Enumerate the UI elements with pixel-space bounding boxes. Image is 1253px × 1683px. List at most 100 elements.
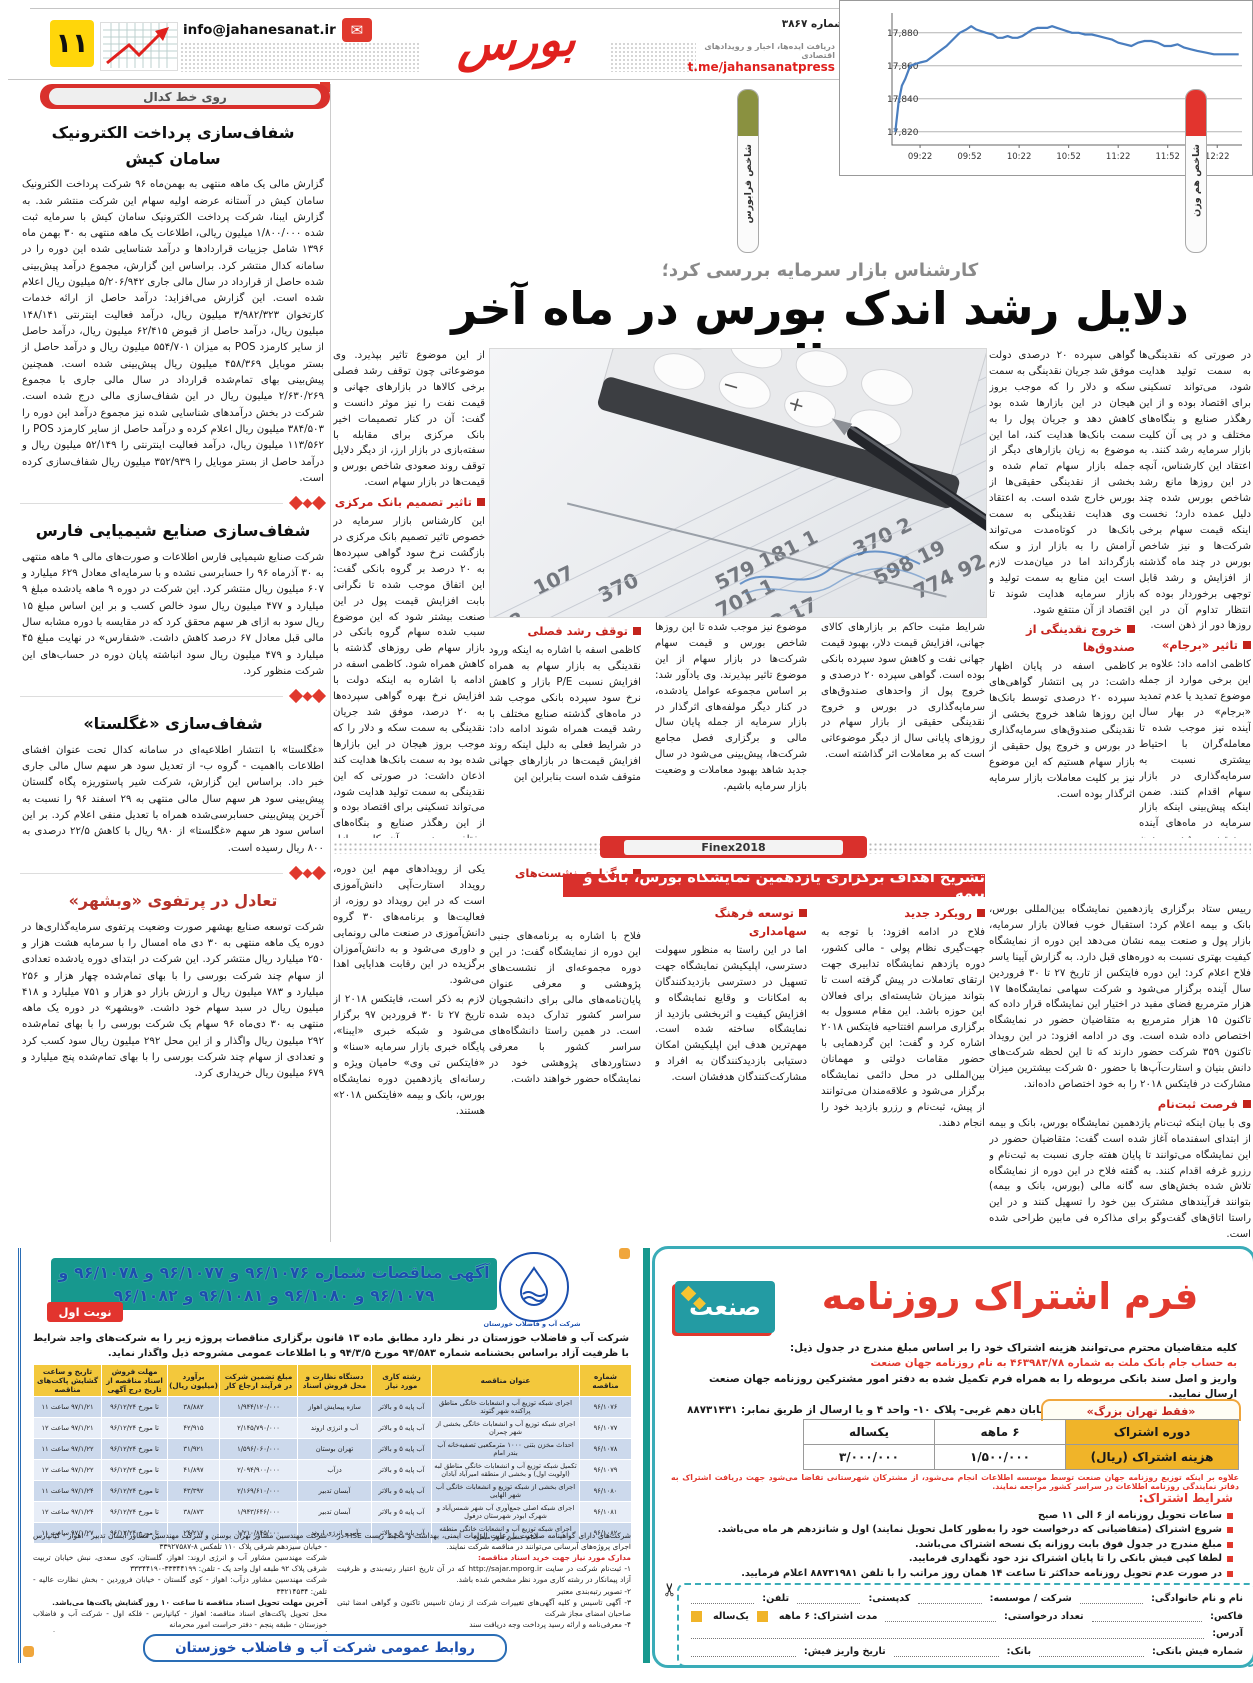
paragraph: گواهی سپرده ۲۰ درصدی دولت موفق شد جریان … [989, 350, 1135, 616]
article-title: شفاف‌سازی صنایع شیمیایی فارس [35, 521, 311, 541]
water-company-caption: شرکت آب و فاضلاب خوزستان [483, 1320, 581, 1328]
paragraph: وی با بیان اینکه ثبت‌نام یازدهمین نمایشگ… [989, 1117, 1251, 1240]
tender-pr-banner: روابط عمومی شرکت آب و فاضلاب خوزستان [143, 1634, 507, 1662]
article-column: یکی از رویدادهای مهم این دوره، رویداد اس… [333, 862, 485, 1240]
farabourse-chart-tab[interactable]: شاخص فرابورس [737, 89, 759, 253]
telegram-caption: دریافت ایده‌ها، اخبار و رویدادهای اقتصاد… [704, 42, 835, 60]
table-row: ۹۶/۱۰۸۱ اجرای شبکه اصلی جمع‌آوری آب شهر ش… [33, 1501, 632, 1523]
svg-text:11:52: 11:52 [1155, 152, 1180, 162]
form-field-row: شماره فیش بانکی: بانک: تاریخ واریز فیش: [691, 1646, 1243, 1657]
telegram-address[interactable]: t.me/jahansanatpress [687, 60, 835, 74]
form-field-input[interactable] [691, 1646, 796, 1657]
form-field-input[interactable] [918, 1593, 982, 1605]
form-field-label: نام و نام خانوادگی: [1151, 1593, 1243, 1605]
article-column: در صورتی که نقدینگی‌ها به سمت تولید هدای… [1139, 348, 1251, 838]
table-cell: ۳۱/۹۲۱ [167, 1438, 220, 1460]
table-cell: سازه پیمایش اهواز [297, 1396, 372, 1418]
form-field-label: شرکت / موسسه: [989, 1593, 1072, 1605]
table-cell: تکمیل شبکه توزیع آب و انشعابات خانگی منا… [431, 1459, 580, 1481]
table-cell: ۹۷/۱/۲۴ ساعت ۱۱ [33, 1480, 102, 1502]
table-header-cell: عنوان مناقصه [431, 1364, 580, 1397]
tab-color-cap [1186, 90, 1206, 136]
subscription-terms: شرایط اشتراک: ساعات تحویل روزنامه از ۶ ا… [677, 1489, 1233, 1581]
form-field-input[interactable] [797, 1593, 861, 1605]
table-cell: ۱/۵۹۶/۰۶۰/۰۰۰ [219, 1438, 298, 1460]
tender-footer-left: شرکت مهندسین مشاور تهران بوستن و شرکت مه… [33, 1530, 327, 1632]
article-title: شفاف‌سازی پرداخت الکترونیک سامان کیش [51, 123, 295, 168]
table-cell: تهران بوستان [297, 1438, 372, 1460]
paragraph: اما در این راستا به منظور سهولت دسترسی، … [655, 944, 807, 1084]
table-cell: ۲/۱۶۹/۶۱۰/۰۰۰ [219, 1480, 298, 1502]
contact-email-row: info@jahanesanat.ir ✉ [183, 18, 372, 42]
svg-text:17,880: 17,880 [887, 29, 919, 39]
table-cell: اجرای شبکه توزیع آب و انشعابات خانگی منا… [431, 1396, 580, 1418]
dotted-filler [180, 42, 420, 72]
svg-text:10:22: 10:22 [1007, 152, 1032, 162]
table-cell: ۴۳/۳۹۲ [167, 1480, 220, 1502]
article-column: رییس ستاد برگزاری یازدهمین نمایشگاه بین‌… [989, 902, 1251, 1240]
tender-footer: شرکت‌های دارای گواهینامه صلاحیت با رعایت… [33, 1530, 631, 1632]
table-cell: تا مورخ ۹۶/۱۲/۲۴ [101, 1438, 168, 1460]
paragraph: کاظمی ادامه داد: علاوه بر این برخی موارد… [1139, 659, 1251, 838]
header-top-rule [30, 8, 1220, 9]
table-header-cell: برآورد (میلیون ریال) [167, 1364, 220, 1397]
checkbox[interactable] [756, 1610, 768, 1622]
svg-text:12:22: 12:22 [1205, 152, 1230, 162]
article-separator [20, 496, 327, 511]
paragraph: گزارش مالی یک ماهه منتهی به بهمن‌ماه ۹۶ … [22, 179, 325, 484]
table-row: ۹۶/۱۰۷۶ اجرای شبکه توزیع آب و انشعابات خا… [33, 1396, 632, 1418]
finex-tab-label: Finex2018 [624, 839, 843, 855]
form-field-input[interactable] [1091, 1611, 1203, 1622]
article-separator [20, 865, 327, 881]
form-field-label: یک‌ساله [712, 1610, 749, 1622]
kadal-column: شفاف‌سازی پرداخت الکترونیک سامان کیش گزار… [18, 112, 328, 1243]
tab-label: شاخص هم وزن [1190, 144, 1202, 217]
contact-email[interactable]: info@jahanesanat.ir [183, 22, 336, 38]
form-field-input[interactable] [1079, 1593, 1144, 1605]
telegram-box[interactable]: ➤ دریافت ایده‌ها، اخبار و رویدادهای اقتص… [688, 42, 853, 74]
form-field-input[interactable] [885, 1611, 996, 1622]
table-cell: ۹۶/۱۰۸۲ [579, 1522, 632, 1544]
table-cell: ۲/۰۹۴/۹۰۰/۰۰۰ [219, 1459, 298, 1481]
svg-text:11:22: 11:22 [1106, 152, 1131, 162]
subscription-intro-line: به حساب جام بانک ملت به شماره ۴۶۳۹۸۳/۷۸ … [870, 1357, 1237, 1370]
form-field-input[interactable] [691, 1628, 1205, 1640]
tender-ad: آگهی مناقصات شماره ۹۶/۱۰۷۶ و ۹۶/۱۰۷۷ و ۹… [18, 1248, 650, 1663]
tender-note: آخرین مهلت تحویل اسناد مناقصه تا ساعت ۱۰… [52, 1597, 327, 1607]
tender-title-band: آگهی مناقصات شماره ۹۶/۱۰۷۶ و ۹۶/۱۰۷۷ و ۹… [51, 1258, 497, 1310]
term-item: در صورت عدم تحویل روزنامه حداکثر تا ساعت… [677, 1567, 1233, 1581]
finex-tab: Finex2018 [600, 836, 867, 858]
form-field-input[interactable] [893, 1646, 999, 1657]
table-cell: تا مورخ ۹۶/۱۲/۲۴ [101, 1396, 168, 1418]
form-field-label: فاکس: [1210, 1610, 1243, 1622]
email-envelope-icon: ✉ [341, 18, 372, 42]
svg-text:+: + [785, 390, 808, 418]
tender-note: مدارک مورد نیاز جهت خرید اسناد مناقصه: [477, 1553, 631, 1563]
article-subhead: تاثیر «برجام» [1139, 637, 1251, 655]
form-field-label: بانک: [1006, 1645, 1032, 1657]
article-separator [20, 689, 327, 704]
form-field-label: کدپستی: [868, 1593, 911, 1605]
finex-banner-title: تشریح اهداف برگزاری یازدهمین نمایشگاه بو… [563, 870, 985, 902]
table-row: ۹۶/۱۰۷۷ اجرای شبکه توزیع آب و انشعابات خا… [33, 1417, 632, 1439]
checkbox[interactable] [690, 1610, 702, 1622]
paragraph: شرکت توسعه صنایع بهشهر صورت وضعیت پرتفوی… [22, 921, 325, 1080]
table-cell: ۴۱/۸۹۷ [167, 1459, 220, 1481]
tender-note: شرکت مهندسین مشاور آب و انرژی اروند: اهو… [33, 1553, 327, 1574]
stock-chart-icon [100, 22, 178, 71]
form-field-row: نام و نام خانوادگی: شرکت / موسسه: کدپستی: ت… [691, 1593, 1243, 1605]
form-field-label: تعداد درخواستی: [1003, 1610, 1084, 1622]
price-table-cell: دوره اشتراک [1065, 1419, 1239, 1445]
term-item: ساعات تحویل روزنامه از ۶ الی ۱۱ صبح [677, 1509, 1233, 1523]
subscription-intro-line: کلیه متقاضیان محترم می‌توانند هزینه اشتر… [790, 1342, 1237, 1354]
table-cell: آب و انرژی اروند [297, 1522, 372, 1544]
table-cell: آب پایه ۵ و بالاتر [371, 1501, 432, 1523]
equal-weight-chart-tab[interactable]: شاخص هم وزن [1185, 89, 1207, 253]
paragraph: کاظمی اسفه با اشاره به اینکه ورود نقدینگ… [489, 644, 641, 784]
tender-intro: شرکت آب و فاضلاب خوزستان در نظر دارد مطا… [33, 1333, 630, 1359]
paragraph: فلاح با اشاره به برنامه‌های جنبی این دور… [489, 930, 641, 1086]
form-field-input[interactable] [1039, 1646, 1144, 1657]
subscription-form: صنعت فرم اشتراک روزنامه کلیه متقاضیان مح… [652, 1246, 1253, 1668]
form-field-input[interactable] [691, 1593, 755, 1605]
